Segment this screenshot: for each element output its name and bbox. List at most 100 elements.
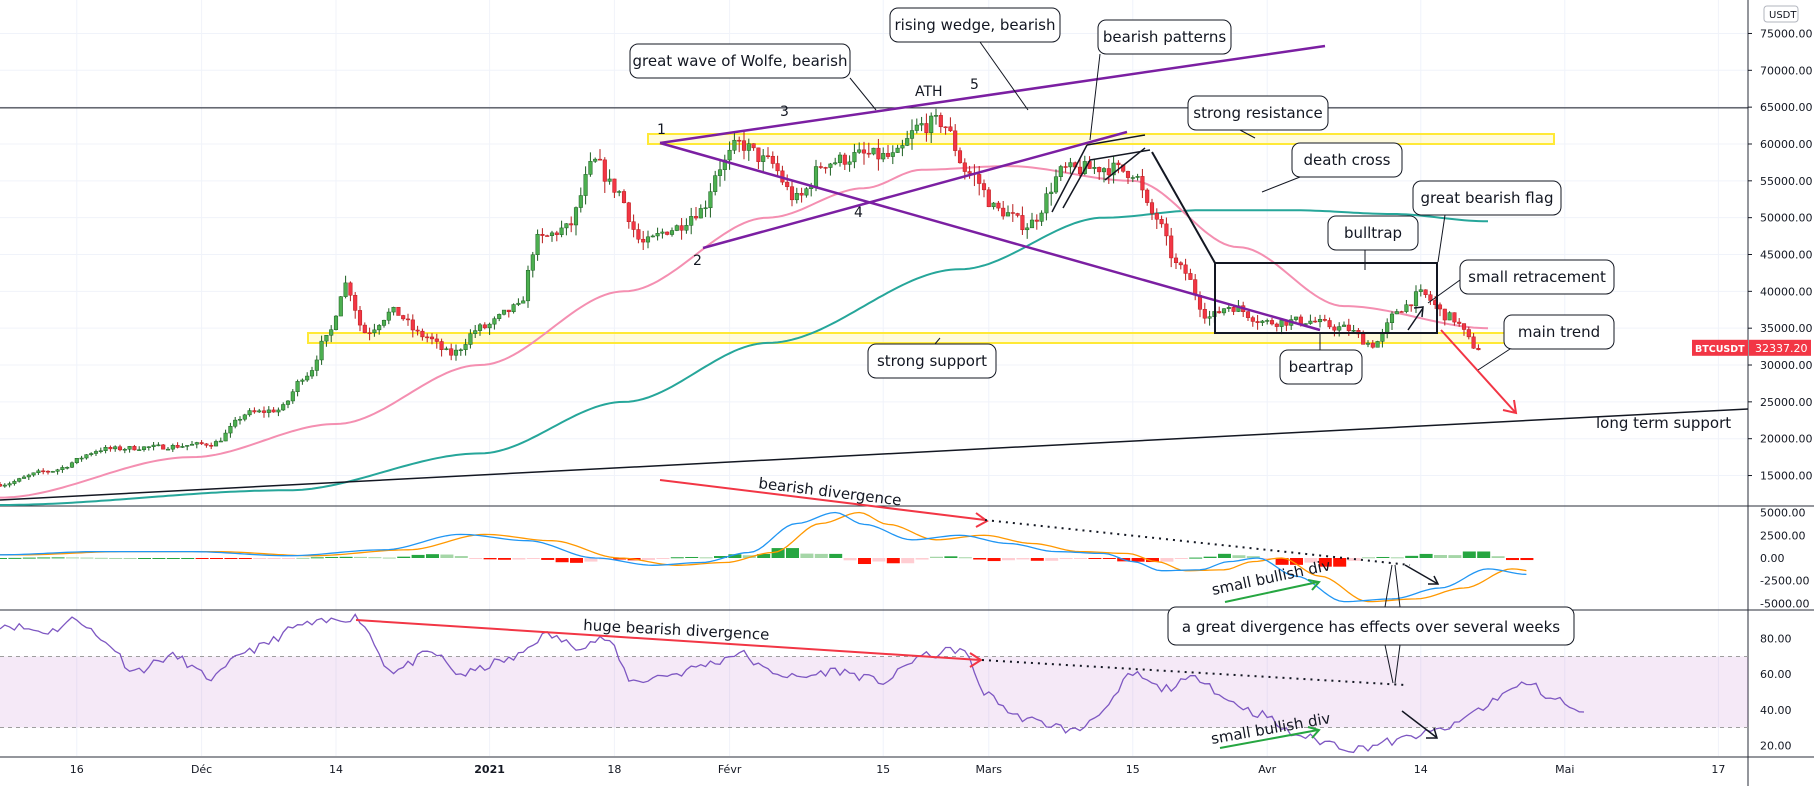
retracement-arrow (1407, 307, 1424, 331)
candle-body (693, 216, 699, 219)
candle-body (1178, 262, 1183, 266)
main-trend-callout: main trend (1477, 314, 1615, 371)
candle-body (1447, 312, 1452, 321)
macd-histogram-bar (1174, 558, 1188, 559)
rsi-divergence-arrow (355, 619, 981, 661)
macd-histogram-bar (1419, 553, 1433, 558)
candle-body (621, 191, 627, 204)
patterns-callout-text: bearish patterns (1103, 28, 1226, 46)
wave-4-label: 4 (854, 205, 863, 221)
candle-body (1466, 329, 1471, 338)
macd-histogram-bar (699, 557, 713, 559)
candle-body (290, 391, 295, 402)
support-callout-text: strong support (877, 352, 987, 370)
macd-histogram-bar (138, 558, 151, 559)
callout-box (1459, 259, 1615, 295)
candle-body (242, 414, 247, 420)
candle-body (1226, 307, 1231, 309)
candle-body (929, 115, 934, 133)
candle-body (914, 124, 919, 131)
candle-body (593, 158, 598, 162)
candle-body (813, 166, 819, 187)
candle-body (857, 149, 862, 153)
callout-box (1327, 215, 1419, 251)
candle-body (415, 329, 420, 332)
candle-body (425, 336, 430, 339)
candle-body (837, 154, 843, 163)
main-trend-callout-text: main trend (1518, 323, 1600, 341)
candle-body (1245, 311, 1251, 318)
candle-body (156, 444, 161, 447)
candle-body (1269, 320, 1275, 325)
candle-body (981, 183, 987, 191)
symbol-tag (1692, 339, 1748, 356)
candle-body (506, 309, 511, 313)
candle-body (300, 379, 305, 382)
time-tick-label: 18 (607, 763, 621, 776)
candle-body (487, 323, 492, 329)
candle-body (626, 202, 631, 222)
candle-body (1231, 307, 1236, 312)
candle-body (650, 235, 655, 238)
price-tick-label: 65000.00 (1760, 101, 1813, 114)
candle-body (348, 282, 353, 296)
candle-body (1116, 162, 1121, 166)
candle-body (194, 442, 199, 445)
macd-histogram-bar (1462, 551, 1476, 558)
beartrap-callout-text: beartrap (1289, 358, 1354, 376)
macd-tick-label: -5000.00 (1760, 597, 1809, 610)
great-divergence-callout: a great divergence has effects over seve… (1167, 564, 1575, 684)
flag-callout: great bearish flag (1412, 180, 1562, 263)
candle-body (516, 302, 521, 305)
macd-histogram-bar (22, 557, 36, 559)
candle-body (175, 445, 180, 448)
macd-histogram-bar (253, 558, 267, 559)
macd-dotted-line (984, 519, 1411, 566)
macd-histogram-bar (411, 554, 425, 558)
bulltrap-callout-text: bulltrap (1344, 224, 1402, 242)
time-tick-label: Mars (976, 763, 1003, 776)
macd-histogram-bar (1261, 558, 1275, 559)
candle-body (1164, 223, 1169, 237)
candle-body (703, 207, 708, 210)
candle-body (977, 174, 982, 184)
candle-body (477, 324, 483, 331)
retracement-callout-text: small retracement (1468, 268, 1606, 286)
candle-body (535, 233, 540, 255)
candle-body (31, 472, 36, 476)
flag-callout-text: great bearish flag (1421, 189, 1554, 207)
candle-body (645, 236, 651, 243)
candle-body (1437, 304, 1443, 310)
callout-box (1291, 142, 1403, 178)
callout-pointer (1477, 348, 1511, 371)
candle-body (204, 443, 209, 446)
candle-body (549, 232, 555, 236)
candle-body (2, 484, 7, 487)
macd-signal-line (0, 511, 1527, 603)
macd-histogram-bar (973, 558, 987, 560)
macd-histogram-bar (1520, 558, 1534, 561)
macd-histogram-bar (1088, 558, 1102, 559)
candle-body (233, 419, 238, 427)
macd-histogram-bar (742, 555, 756, 558)
macd-histogram-bar (1477, 551, 1491, 558)
candle-body (578, 195, 583, 208)
candle-body (309, 370, 315, 377)
macd-histogram-bar (1390, 557, 1404, 559)
candle-body (545, 235, 550, 237)
macd-histogram-bar (757, 553, 771, 558)
candle-body (789, 186, 795, 201)
candle-body (65, 466, 70, 469)
rsi-tick-label: 20.00 (1760, 739, 1792, 752)
candle-body (713, 175, 718, 192)
macd-histogram-bar (1434, 555, 1447, 558)
death-cross-callout: death cross (1261, 142, 1403, 193)
ma50-line (0, 165, 1489, 499)
time-tick-label: 17 (1711, 763, 1725, 776)
candle-body (50, 471, 55, 473)
macd-histogram-bar (224, 558, 238, 559)
candle-body (333, 315, 339, 330)
candle-body (588, 161, 593, 175)
macd-histogram-bar (1232, 555, 1246, 558)
